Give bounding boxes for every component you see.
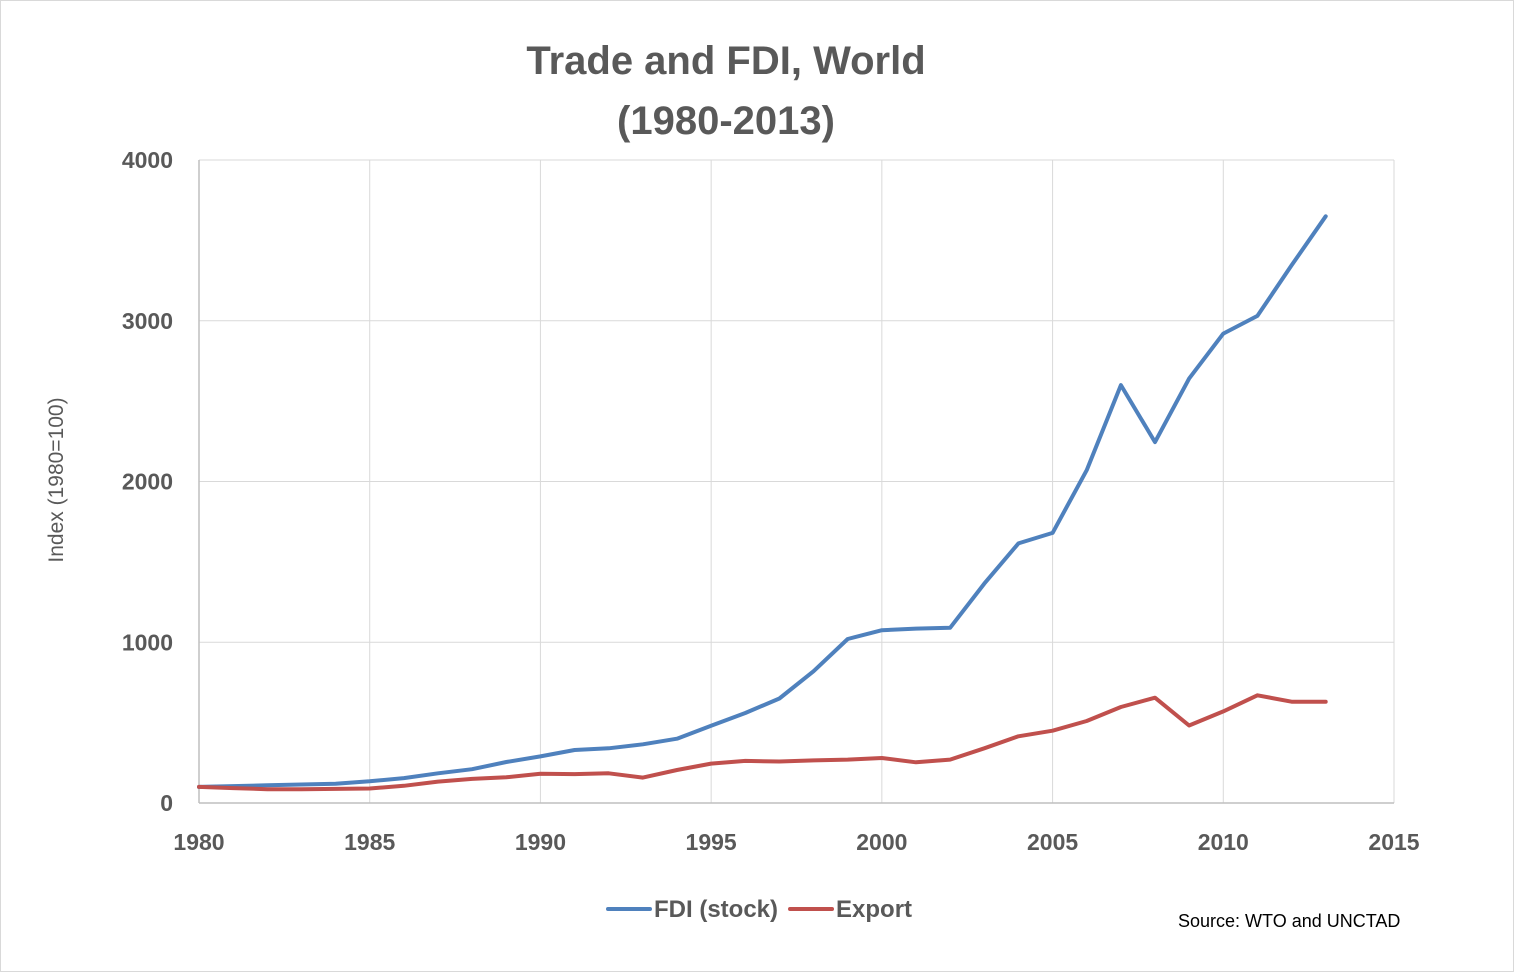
- y-tick-label: 0: [160, 790, 173, 816]
- x-tick-label: 2005: [1027, 829, 1078, 855]
- x-tick-label: 1980: [173, 829, 224, 855]
- series-line-export: [197, 693, 1328, 792]
- source-note: Source: WTO and UNCTAD: [1178, 911, 1400, 931]
- chart-title-line-1: Trade and FDI, World: [526, 39, 925, 83]
- tick-labels: 0 1000 2000 3000 4000 1980 1985 1990 1995 2000 200…: [122, 147, 1420, 855]
- x-tick-label: 2015: [1368, 829, 1419, 855]
- legend-label-export: Export: [836, 896, 912, 923]
- x-tick-label: 2000: [856, 829, 907, 855]
- series-line-fdi-stock: [197, 214, 1328, 789]
- chart-title-line-2: (1980-2013): [617, 99, 835, 143]
- grid: [199, 159, 1395, 803]
- x-tick-label: 1985: [344, 829, 395, 855]
- legend-label-fdi-stock: FDI (stock): [654, 896, 778, 923]
- y-tick-label: 3000: [122, 308, 173, 334]
- series-lines: [197, 214, 1328, 792]
- x-tick-label: 2010: [1198, 829, 1249, 855]
- x-tick-label: 1990: [515, 829, 566, 855]
- y-tick-label: 4000: [122, 147, 173, 173]
- y-tick-label: 1000: [122, 629, 173, 655]
- legend: FDI (stock) Export: [606, 896, 912, 923]
- y-axis-label: Index (1980=100): [45, 397, 68, 562]
- x-tick-label: 1995: [686, 829, 737, 855]
- y-tick-label: 2000: [122, 469, 173, 495]
- axes: [198, 160, 1394, 804]
